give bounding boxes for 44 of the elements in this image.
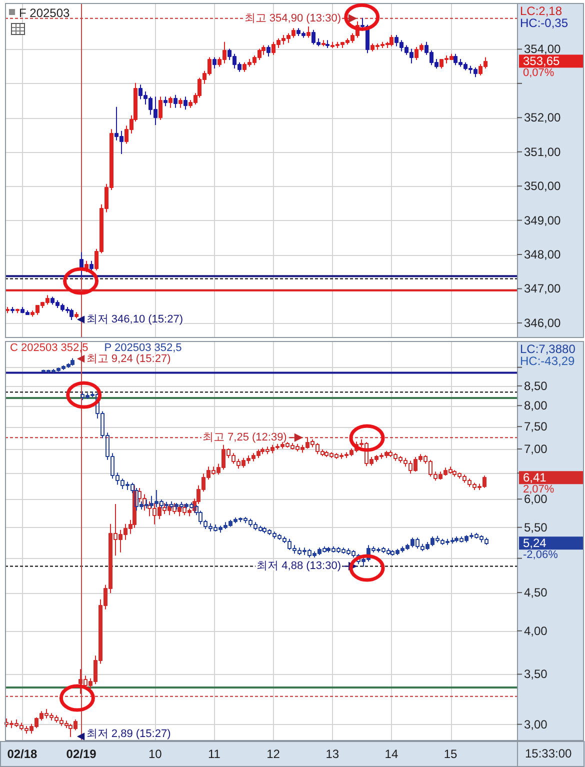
ref-line-label: 최고 354,90 (13:30)	[244, 12, 341, 24]
y-tick-label: 350,00	[524, 179, 562, 194]
y-tick-label: 8,50	[524, 378, 548, 393]
text: 353,65	[523, 54, 560, 68]
y-tick-label: 7,00	[524, 442, 548, 456]
text: HC:-43,29	[520, 354, 576, 368]
y-tick-label: 349,00	[524, 213, 562, 228]
y-tick-label: 348,00	[524, 248, 562, 262]
annotation: 최고 9,24 (15:27)	[86, 352, 171, 365]
text: HC:-0,35	[520, 16, 568, 30]
annotation: 최저 346,10 (15:27)	[86, 314, 184, 326]
text: 6,41	[523, 470, 547, 485]
legend-label: P 202503 352,5	[104, 342, 182, 354]
chart-title: F 202503	[19, 6, 70, 20]
y-tick-label: 347,00	[524, 282, 562, 296]
y-tick-label: 3,00	[524, 717, 548, 732]
ref-line-label: 최저 4,88 (13:30)	[256, 560, 341, 572]
y-tick-label: 351,00	[524, 144, 562, 159]
x-tick-label: 02/19	[66, 747, 97, 761]
text: 15:33:00	[525, 746, 572, 760]
text: LC:2,18	[520, 4, 562, 18]
y-tick-label: 4,00	[524, 624, 548, 638]
x-tick-label: 14	[384, 747, 398, 761]
x-tick-label: 12	[266, 747, 280, 761]
y-tick-label: 5,50	[524, 520, 548, 534]
text: LC:7,3880	[520, 342, 576, 356]
x-tick-label: 15	[444, 747, 458, 761]
y-tick-label: 4,50	[524, 586, 548, 600]
x-tick-label: 13	[326, 747, 340, 761]
y-tick-label: 346,00	[524, 316, 562, 330]
x-tick-label: 02/18	[7, 747, 38, 761]
text: 2,07%	[523, 484, 554, 496]
text: -2,06%	[523, 549, 558, 562]
y-tick-label: 8,00	[524, 398, 548, 413]
x-tick-label: 10	[148, 747, 162, 761]
y-tick-label: 3,50	[524, 667, 548, 682]
text: 5,24	[523, 536, 547, 550]
ref-line-label: 최고 7,25 (12:39)	[202, 432, 287, 444]
y-tick-label: 352,00	[524, 110, 562, 125]
y-tick-label: 7,50	[524, 420, 548, 434]
annotation: 최저 2,89 (15:27)	[86, 728, 171, 740]
text: 0,07%	[523, 67, 554, 80]
x-tick-label: 11	[208, 747, 221, 761]
y-tick-label: 354,00	[524, 42, 562, 56]
